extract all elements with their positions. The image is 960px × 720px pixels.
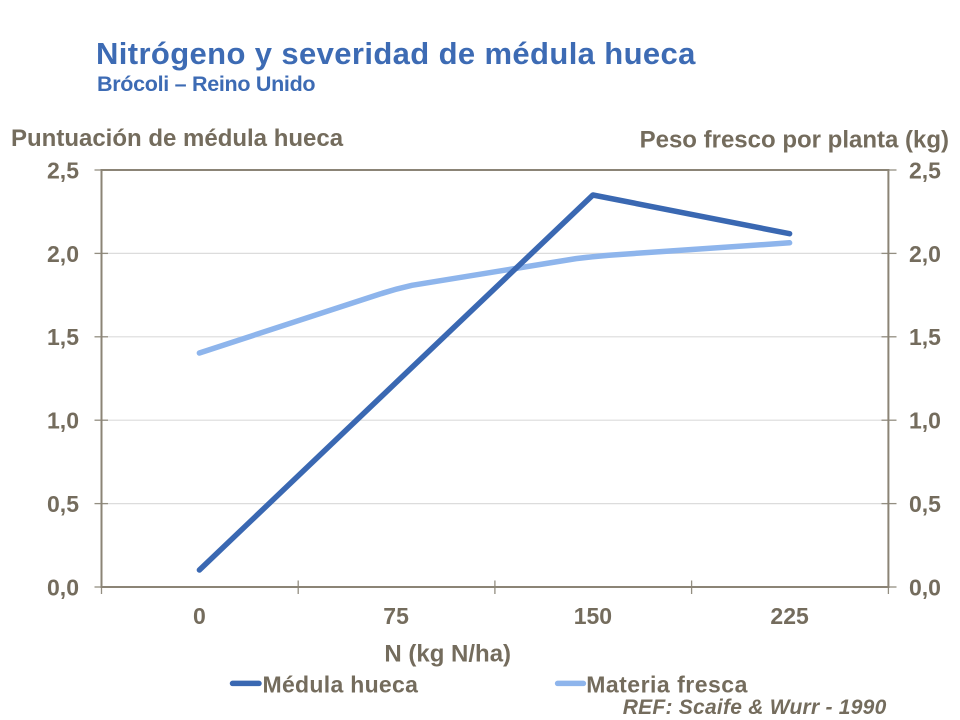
svg-text:Brócoli – Reino Unido: Brócoli – Reino Unido [97,72,315,96]
svg-text:Nitrógeno y severidad de médul: Nitrógeno y severidad de médula hueca [96,36,696,71]
svg-text:1,5: 1,5 [47,324,79,350]
svg-text:2,5: 2,5 [47,157,79,183]
svg-text:0: 0 [193,603,206,629]
svg-text:150: 150 [574,603,612,629]
svg-text:0,0: 0,0 [909,574,941,600]
svg-text:N (kg N/ha): N (kg N/ha) [384,641,511,668]
svg-text:0,5: 0,5 [47,491,79,517]
svg-text:Puntuación de médula hueca: Puntuación de médula hueca [11,125,344,152]
svg-text:2,0: 2,0 [47,241,79,267]
svg-text:REF: Scaife & Wurr - 1990: REF: Scaife & Wurr - 1990 [623,696,887,719]
svg-text:Médula hueca: Médula hueca [263,672,419,698]
svg-text:225: 225 [770,603,809,629]
svg-text:0,5: 0,5 [909,491,941,517]
svg-text:2,0: 2,0 [909,241,941,267]
svg-text:2,5: 2,5 [909,157,941,183]
svg-text:75: 75 [383,603,409,629]
svg-text:1,0: 1,0 [909,408,941,434]
svg-text:Materia fresca: Materia fresca [586,672,748,698]
svg-text:Peso fresco por planta (kg): Peso fresco por planta (kg) [640,127,949,154]
svg-text:0,0: 0,0 [47,574,79,600]
svg-text:1,5: 1,5 [909,324,941,350]
svg-text:1,0: 1,0 [47,408,79,434]
